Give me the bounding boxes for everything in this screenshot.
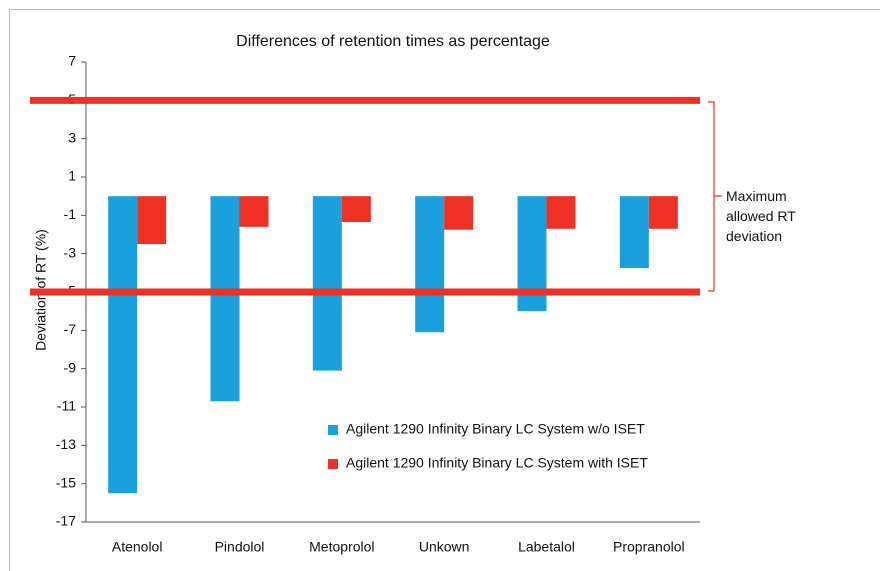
bar bbox=[648, 196, 678, 229]
bar bbox=[312, 196, 342, 371]
annotation: Maximum allowed RT deviation bbox=[726, 188, 796, 244]
y-tick-label: -15 bbox=[56, 474, 76, 490]
y-tick-label: -3 bbox=[64, 244, 77, 260]
bar bbox=[239, 196, 269, 227]
x-tick-label: Labetalol bbox=[518, 539, 575, 555]
y-tick-label: 1 bbox=[68, 168, 76, 184]
y-tick-label: -17 bbox=[56, 513, 76, 529]
chart-title: Differences of retention times as percen… bbox=[236, 33, 550, 50]
x-tick-label: Atenolol bbox=[112, 539, 163, 555]
x-tick-label: Unkown bbox=[419, 539, 470, 555]
bar bbox=[210, 196, 240, 402]
legend-label: Agilent 1290 Infinity Binary LC System w… bbox=[346, 455, 648, 471]
bar bbox=[108, 196, 138, 494]
x-tick-label: Pindolol bbox=[215, 539, 265, 555]
y-tick-label: 7 bbox=[68, 53, 76, 69]
y-tick-label: -13 bbox=[56, 436, 76, 452]
legend-swatch bbox=[328, 425, 338, 435]
bar bbox=[341, 196, 371, 223]
y-tick-label: -1 bbox=[64, 206, 77, 222]
frame bbox=[9, 9, 880, 571]
bar bbox=[415, 196, 445, 333]
bar bbox=[444, 196, 474, 230]
bracket bbox=[708, 101, 722, 292]
legend-label: Agilent 1290 Infinity Binary LC System w… bbox=[346, 421, 645, 437]
bar bbox=[619, 196, 649, 269]
y-tick-label: 3 bbox=[68, 129, 76, 145]
x-tick-label: Propranolol bbox=[613, 539, 685, 555]
y-tick-label: -9 bbox=[64, 359, 77, 375]
bar bbox=[137, 196, 167, 245]
bar bbox=[546, 196, 576, 229]
x-tick-label: Metoprolol bbox=[309, 539, 374, 555]
y-tick-label: -7 bbox=[64, 321, 77, 337]
legend-swatch bbox=[328, 459, 338, 469]
y-tick-label: -11 bbox=[57, 398, 76, 414]
